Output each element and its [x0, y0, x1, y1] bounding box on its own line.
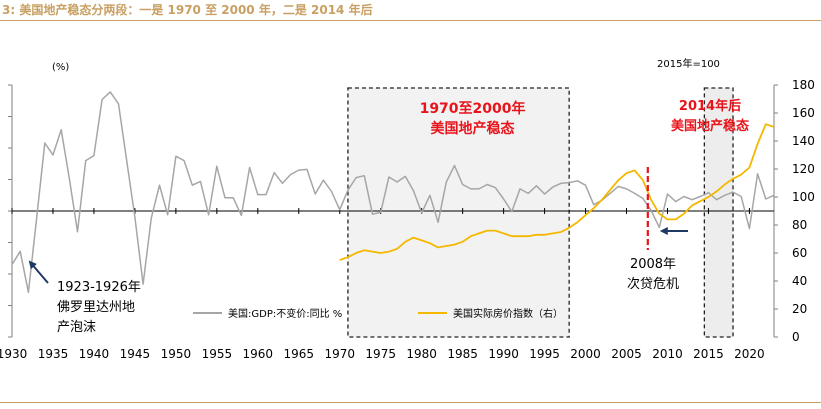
x-tick-label: 1990 — [488, 347, 519, 361]
x-tick-label: 1975 — [365, 347, 396, 361]
x-tick-label: 1980 — [406, 347, 437, 361]
title-rule — [0, 20, 821, 21]
bubble-arrow — [28, 260, 49, 284]
x-tick-label: 2020 — [734, 347, 765, 361]
shaded-regions-layer — [347, 87, 734, 338]
right-tick-label: 180 — [792, 78, 815, 92]
crisis-label-line2: 次贷危机 — [627, 276, 679, 292]
right-tick-label: 120 — [792, 162, 815, 176]
right-tick-label: 20 — [792, 302, 807, 316]
right-tick-label: 100 — [792, 190, 815, 204]
right-tick-label: 40 — [792, 274, 807, 288]
x-tick-label: 1950 — [161, 347, 192, 361]
right-axis-unit-label: 2015年=100 — [657, 57, 720, 70]
crisis-label-line1: 2008年 — [630, 257, 676, 272]
x-tick-label: 1945 — [120, 347, 151, 361]
bubble-label-line2: 佛罗里达州地 — [57, 300, 135, 315]
x-tick-label: 1985 — [447, 347, 478, 361]
x-tick-label: 1960 — [243, 347, 274, 361]
right-tick-label: 60 — [792, 246, 807, 260]
bubble-label-line3: 产泡沫 — [57, 320, 96, 335]
x-tick-label: 2005 — [611, 347, 642, 361]
box1-label-line2: 美国地产稳态 — [431, 120, 515, 137]
legend-label-house-price: 美国实际房价指数（右） — [453, 307, 563, 320]
x-tick-label: 1970 — [324, 347, 355, 361]
x-tick-label: 1955 — [202, 347, 233, 361]
annotation-layer: 1970至2000年美国地产稳态2014年后美国地产稳态2008年次贷危机192… — [28, 98, 749, 335]
right-tick-label: 140 — [792, 134, 815, 148]
left-axis-unit-label: (%) — [52, 62, 69, 73]
bottom-rule — [0, 402, 821, 403]
steady-period-box-2014-onward — [703, 87, 734, 338]
x-tick-label: 2015 — [693, 347, 724, 361]
legend-layer: 美国:GDP:不变价:同比 % 美国实际房价指数（右） — [193, 307, 563, 320]
bubble-label-line1: 1923-1926年 — [57, 280, 141, 295]
right-tick-label: 160 — [792, 106, 815, 120]
x-tick-label: 1930 — [0, 347, 27, 361]
x-tick-label: 2010 — [652, 347, 683, 361]
axes-layer: 0 20 40 60 80 100 120 140 160 180 1930 1935 1940 1945… — [0, 57, 815, 361]
x-tick-label: 1965 — [284, 347, 315, 361]
steady-period-box-1970-2000 — [347, 87, 570, 338]
right-tick-label: 0 — [792, 330, 800, 344]
legend-label-gdp: 美国:GDP:不变价:同比 % — [228, 307, 342, 320]
x-tick-label: 1995 — [529, 347, 560, 361]
x-tick-label: 1940 — [79, 347, 110, 361]
x-tick-label: 1935 — [38, 347, 69, 361]
house-price-index-line — [339, 123, 775, 261]
box2-label-line2: 美国地产稳态 — [671, 118, 749, 134]
right-tick-label: 80 — [792, 218, 807, 232]
box2-label-line1: 2014年后 — [679, 98, 741, 114]
box1-label-line1: 1970至2000年 — [420, 100, 526, 117]
x-tick-label: 2000 — [570, 347, 601, 361]
figure-title: 3: 美国地产稳态分两段：一是 1970 至 2000 年，二是 2014 年后 — [2, 3, 373, 17]
